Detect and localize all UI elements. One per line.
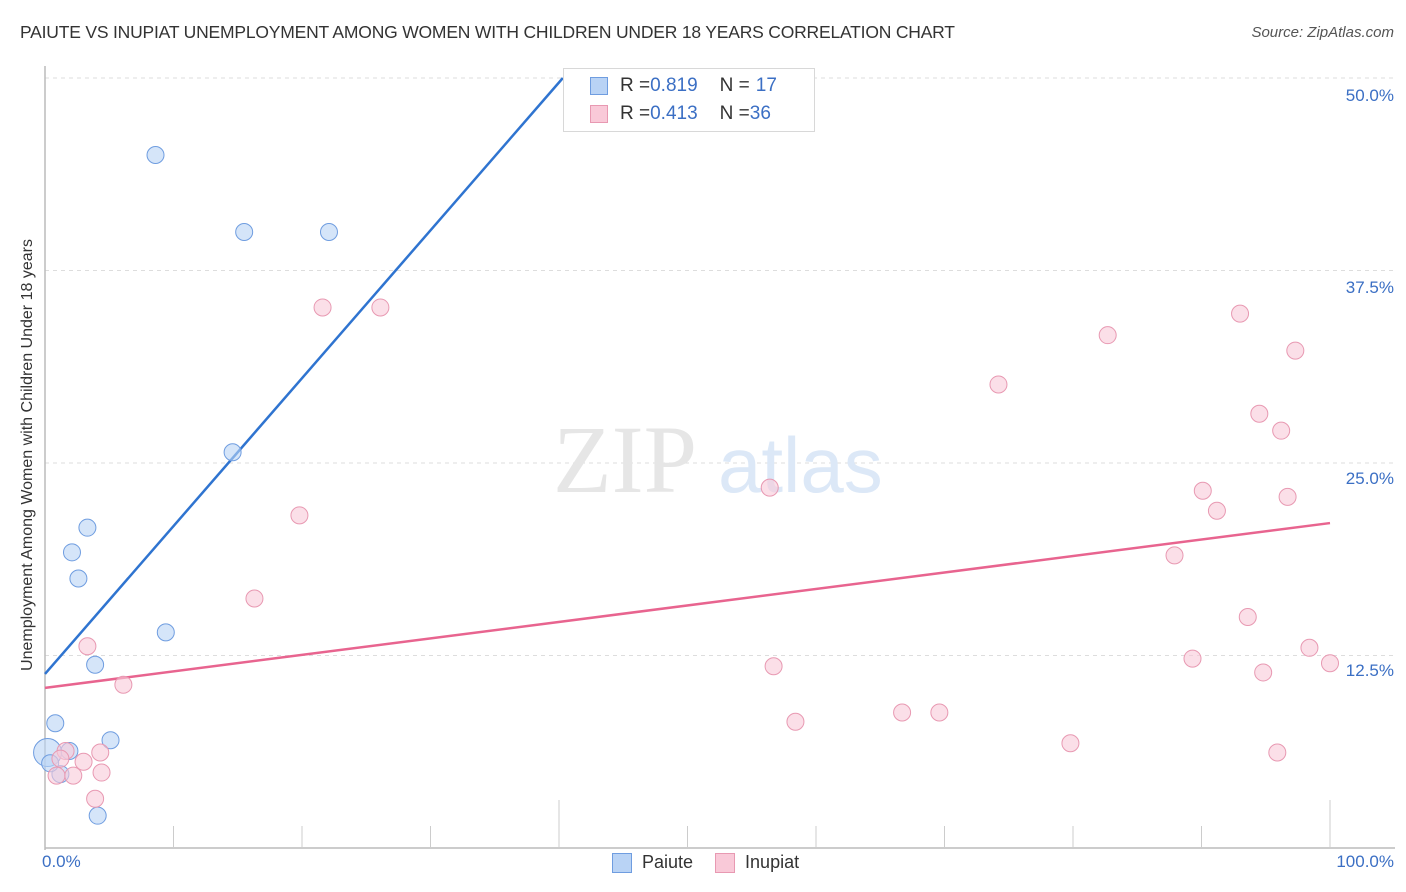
trendlines <box>44 77 1331 690</box>
paiute-swatch-icon <box>590 77 608 95</box>
n-label: N = <box>719 103 750 124</box>
inupiat-swatch-icon <box>590 105 608 123</box>
y-tick-37-5: 37.5% <box>1345 278 1394 297</box>
legend-label-paiute: Paiute <box>642 852 694 872</box>
legend-label-inupiat: Inupiat <box>745 852 800 872</box>
y-axis-label: Unemployment Among Women with Children U… <box>19 239 36 671</box>
series-legend: Paiute Inupiat <box>612 852 821 873</box>
paiute-swatch-icon <box>612 852 632 873</box>
legend-item-paiute[interactable]: Paiute <box>612 852 693 873</box>
svg-text:atlas: atlas <box>718 421 883 509</box>
zipatlas-watermark: ZIP atlas <box>553 406 883 513</box>
x-tick-max: 100.0% <box>1336 852 1394 871</box>
correlation-legend: R = 0.819 N = 17 R = 0.413 N = 36 <box>563 68 815 132</box>
n-value: 36 <box>749 103 771 124</box>
r-value: 0.413 <box>650 103 698 124</box>
legend-row-inupiat: R = 0.413 N = 36 <box>590 101 771 127</box>
legend-item-inupiat[interactable]: Inupiat <box>715 852 799 873</box>
inupiat-swatch-icon <box>715 852 736 873</box>
x-tick-min: 0.0% <box>42 852 81 871</box>
source-label: Source: ZipAtlas.com <box>1251 24 1394 41</box>
legend-row-paiute: R = 0.819 N = 17 <box>590 73 777 99</box>
r-label: R = <box>620 103 651 124</box>
svg-text:ZIP: ZIP <box>553 406 697 513</box>
y-tick-12-5: 12.5% <box>1345 661 1394 680</box>
axes <box>44 66 1395 850</box>
r-value: 0.819 <box>650 75 698 96</box>
y-tick-25: 25.0% <box>1345 469 1394 488</box>
gridlines <box>45 77 1395 656</box>
n-label: N = <box>719 75 750 96</box>
data-points <box>33 70 1339 825</box>
n-value: 17 <box>755 75 777 96</box>
y-tick-50: 50.0% <box>1345 86 1394 105</box>
r-label: R = <box>620 75 651 96</box>
chart-title: PAIUTE VS INUPIAT UNEMPLOYMENT AMONG WOM… <box>20 22 955 42</box>
